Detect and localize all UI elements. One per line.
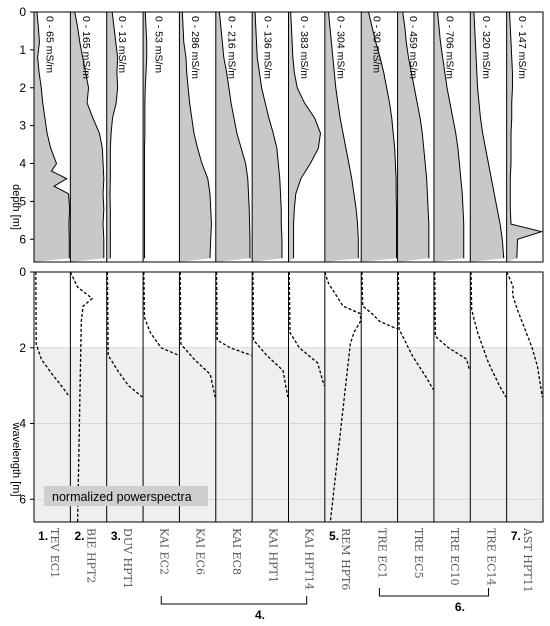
- legend-box: [44, 486, 208, 506]
- resistivity-curve-12: [437, 11, 465, 259]
- range-label-3: 0 - 13 mS/m: [116, 16, 128, 73]
- station-label-9: REM HPT6: [339, 528, 352, 590]
- top-frame: [33, 11, 544, 263]
- resistivity-curve-13: [473, 11, 505, 259]
- spectrum-curve-5: [179, 271, 216, 398]
- spectrum-curve-9: [324, 271, 362, 523]
- resistivity-panel: 0 - 65 mS/m 0 - 165 mS/m 0 - 13 mS/m 0 - 53…: [10, 5, 544, 263]
- spectrum-curve-10: [361, 271, 398, 330]
- resistivity-fill-8: [288, 12, 321, 262]
- resistivity-curve-4: [144, 11, 148, 259]
- station-label-10: TRE EC1: [375, 528, 388, 579]
- station-label-2: BIE HPT2: [85, 528, 98, 583]
- spectrum-curve-2: [69, 271, 94, 523]
- station-label-7: KAI HPT1: [266, 528, 279, 583]
- resistivity-curve-5: [181, 11, 212, 259]
- resistivity-fill-11: [397, 12, 429, 262]
- range-label-8: 0 - 383 mS/m: [298, 16, 310, 79]
- bottom-frame: [33, 271, 544, 523]
- spectrum-curve-11: [397, 271, 434, 390]
- station-label-8: KAI HPT14: [303, 528, 316, 590]
- station-label-13: TRE EC14: [484, 528, 497, 586]
- ytick-label-bottom-2: 2: [19, 341, 26, 355]
- resistivity-curve-3: [109, 11, 119, 259]
- group-number-3: 3.: [111, 529, 121, 543]
- ytick-label-bottom-6: 6: [19, 492, 26, 506]
- station-label-12: TRE EC10: [448, 528, 461, 586]
- resistivity-fill-3: [106, 12, 118, 262]
- resistivity-curve-14: [509, 11, 544, 259]
- ytick-label-top-5: 5: [19, 194, 26, 208]
- range-label-2: 0 - 165 mS/m: [80, 16, 92, 79]
- ytick-label-top-3: 3: [19, 119, 26, 133]
- resistivity-fill-6: [215, 12, 250, 262]
- range-label-7: 0 - 136 mS/m: [262, 16, 274, 79]
- resistivity-fill-12: [433, 12, 464, 262]
- ytick-label-top-0: 0: [19, 5, 26, 19]
- spectrum-curve-8: [288, 271, 325, 386]
- resistivity-fill-9: [324, 12, 359, 262]
- resistivity-fill-5: [179, 12, 212, 262]
- station-label-4: KAI EC2: [157, 528, 170, 575]
- group-bracket-2: [378, 588, 489, 597]
- range-label-11: 0 - 459 mS/m: [407, 16, 419, 79]
- spectrum-curve-6: [215, 271, 252, 356]
- group-number-9: 5.: [329, 529, 339, 543]
- resistivity-curve-10: [367, 11, 397, 259]
- range-label-13: 0 - 320 mS/m: [480, 16, 492, 79]
- group-number-2: 2.: [75, 529, 85, 543]
- station-label-14: AST HPT11: [521, 527, 534, 593]
- resistivity-curve-1: [36, 11, 71, 259]
- ylabel-top: depth [m]: [10, 184, 22, 230]
- range-label-6: 0 - 216 mS/m: [225, 16, 237, 79]
- ytick-label-top-4: 4: [19, 157, 26, 171]
- resistivity-fill-14: [506, 12, 542, 262]
- spectrum-curve-12: [434, 271, 471, 371]
- resistivity-curve-2: [74, 11, 105, 259]
- range-label-9: 0 - 304 mS/m: [334, 16, 346, 79]
- spectrum-curve-1: [35, 271, 71, 398]
- ytick-label-bottom-0: 0: [19, 265, 26, 279]
- group-number-14: 7.: [511, 529, 521, 543]
- range-label-14: 0 - 147 mS/m: [516, 16, 528, 79]
- resistivity-curve-7: [254, 11, 283, 259]
- ytick-label-top-2: 2: [19, 81, 26, 95]
- ytick-label-top-1: 1: [19, 43, 26, 57]
- station-label-11: TRE EC5: [412, 528, 425, 579]
- station-label-5: KAI EC6: [194, 528, 207, 575]
- spectrum-curve-4: [143, 271, 179, 356]
- spectrum-curve-13: [470, 271, 507, 398]
- spectrum-curve-3: [106, 271, 143, 398]
- ytick-label-top-6: 6: [19, 232, 26, 246]
- range-label-1: 0 - 65 mS/m: [43, 16, 55, 73]
- resistivity-curve-9: [327, 11, 359, 259]
- legend-label: normalized powerspectra: [52, 490, 192, 504]
- resistivity-curve-6: [218, 11, 251, 259]
- resistivity-fill-10: [361, 12, 397, 262]
- group-number-1: 1.: [38, 529, 48, 543]
- spectrum-curve-7: [252, 271, 289, 398]
- range-label-10: 0 - 30 mS/m: [371, 16, 383, 73]
- spectrum-curve-14: [506, 271, 543, 398]
- group-bracket-label-2: 6.: [455, 600, 465, 614]
- resistivity-curve-8: [290, 11, 322, 259]
- station-label-3: DUV HPT1: [121, 528, 134, 589]
- station-labels: 1. TEV EC1 2. BIE HPT2 3. DUV HPT1 KAI EC2 KAI …: [38, 527, 534, 622]
- group-bracket-1: [160, 596, 308, 605]
- group-bracket-label-1: 4.: [255, 608, 265, 622]
- range-label-5: 0 - 286 mS/m: [189, 16, 201, 79]
- resistivity-curve-11: [402, 11, 430, 259]
- station-label-6: KAI EC8: [230, 528, 243, 575]
- range-label-4: 0 - 53 mS/m: [153, 16, 165, 73]
- station-label-1: TEV EC1: [48, 528, 61, 578]
- resistivity-fill-2: [70, 12, 104, 262]
- range-label-12: 0 - 706 mS/m: [443, 16, 455, 79]
- ytick-label-bottom-4: 4: [19, 417, 26, 431]
- ylabel-bottom: wavelength [m]: [10, 422, 22, 497]
- resistivity-fill-1: [34, 12, 70, 262]
